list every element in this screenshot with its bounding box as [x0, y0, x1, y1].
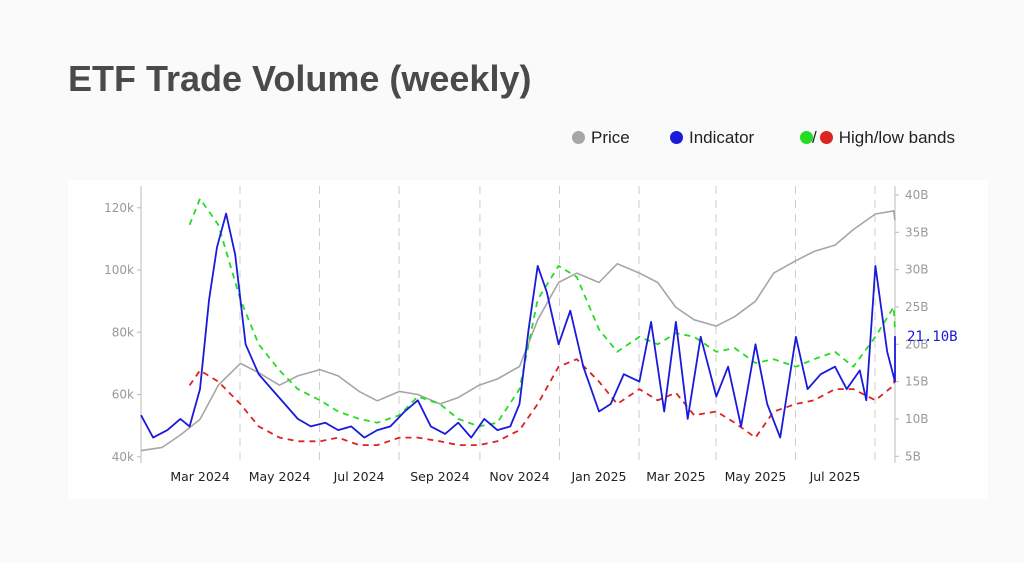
legend-label-bands: High/low bands: [838, 128, 955, 147]
legend-label-price: Price: [591, 128, 630, 147]
y-right-tick-label: 20B: [905, 337, 929, 351]
y-left-tick-label: 100k: [104, 263, 134, 277]
high-band-dot-icon: [800, 131, 813, 144]
high-band-line: [188, 197, 896, 428]
y-left-tick-label: 40k: [112, 450, 134, 464]
chart-legend: Price Indicator / High/low bands: [568, 128, 988, 154]
x-tick-label: Mar 2024: [170, 469, 229, 484]
y-right-tick-label: 15B: [905, 375, 929, 389]
y-right-tick-label: 35B: [905, 225, 929, 239]
low-band-line: [188, 358, 896, 447]
legend-item-price[interactable]: Price: [572, 128, 630, 148]
y-left-tick-label: 80k: [112, 325, 134, 339]
legend-item-bands[interactable]: / High/low bands: [800, 128, 955, 148]
y-right-tick-label: 25B: [905, 300, 929, 314]
legend-item-indicator[interactable]: Indicator: [670, 128, 754, 148]
x-tick-label: Nov 2024: [489, 469, 549, 484]
y-right-tick-label: 40B: [905, 188, 929, 202]
x-tick-label: Jul 2024: [333, 469, 385, 484]
indicator-dot-icon: [670, 131, 683, 144]
x-tick-label: May 2024: [249, 469, 311, 484]
chart-title: ETF Trade Volume (weekly): [68, 58, 532, 99]
x-tick-label: Jan 2025: [570, 469, 626, 484]
low-band-dot-icon: [819, 131, 833, 144]
y-right-tick-label: 30B: [905, 263, 929, 277]
indicator-line: [140, 212, 896, 439]
x-tick-label: Sep 2024: [410, 469, 469, 484]
y-right-tick-label: 10B: [905, 412, 929, 426]
price-dot-icon: [572, 131, 585, 144]
indicator-last-value-label: 21.10B: [907, 329, 958, 345]
y-left-tick-label: 60k: [112, 388, 134, 402]
y-right-tick-label: 5B: [905, 449, 921, 463]
legend-label-indicator: Indicator: [689, 128, 755, 147]
x-tick-label: May 2025: [725, 469, 787, 484]
x-tick-label: Jul 2025: [809, 469, 861, 484]
y-left-tick-label: 120k: [104, 201, 134, 215]
legend-separator: /: [812, 128, 817, 147]
price-line: [140, 210, 896, 452]
x-tick-label: Mar 2025: [646, 469, 705, 484]
